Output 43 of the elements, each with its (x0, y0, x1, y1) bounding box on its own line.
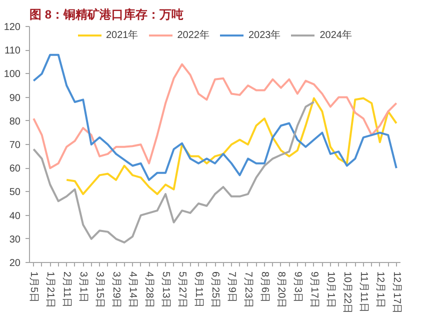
y-tick-label: 120 (4, 22, 21, 33)
y-tick-label: 30 (9, 234, 21, 246)
y-tick-label: 60 (9, 164, 21, 175)
y-tick-label: 90 (9, 92, 21, 104)
x-tick-label: 9月3日 (292, 272, 303, 303)
legend-label: 2022年 (177, 29, 210, 42)
x-tick-label: 5月13日 (160, 272, 172, 308)
chart-title: 图 8：铜精矿港口库存：万吨 (30, 8, 184, 22)
x-tick-label: 10月1日 (324, 272, 336, 308)
x-tick-label: 5月27日 (176, 272, 188, 308)
x-tick-label: 3月29日 (110, 272, 122, 308)
x-tick-label: 8月20日 (275, 272, 286, 308)
x-tick-label: 6月11日 (193, 272, 204, 308)
y-tick-label: 50 (9, 187, 21, 198)
x-tick-label: 7月23日 (242, 272, 254, 308)
y-tick-label: 20 (9, 258, 21, 269)
x-tick-label: 2月11日 (61, 272, 72, 308)
y-tick-label: 110 (4, 46, 21, 57)
x-tick-label: 1月5日 (28, 272, 40, 303)
x-tick-label: 9月17日 (308, 272, 320, 308)
x-tick-label: 4月14日 (127, 272, 138, 308)
legend-label: 2024年 (320, 29, 352, 42)
x-tick-label: 10月22日 (341, 272, 352, 314)
x-tick-label: 6月25日 (210, 272, 220, 308)
x-tick-label: 7月9日 (226, 272, 237, 303)
legend-label: 2023年 (248, 29, 281, 42)
x-tick-label: 3月15日 (94, 272, 106, 308)
y-tick-label: 40 (9, 210, 21, 222)
line-series (32, 101, 315, 244)
x-tick-label: 3月1日 (78, 272, 89, 303)
legend-label: 2021年 (106, 29, 138, 42)
x-tick-label: 4月28日 (144, 272, 155, 308)
x-tick-label: 1月21日 (44, 272, 56, 308)
y-tick-label: 80 (9, 116, 21, 128)
y-tick-label: 100 (4, 69, 21, 80)
x-tick-label: 8月6日 (258, 272, 270, 303)
line-series (66, 97, 398, 196)
x-tick-label: 12月1日 (374, 272, 386, 308)
line-series (32, 54, 398, 181)
x-tick-label: 12月17日 (390, 272, 402, 314)
x-tick-label: 11月11日 (358, 272, 369, 312)
line-series (32, 63, 398, 170)
y-tick-label: 70 (9, 140, 21, 151)
